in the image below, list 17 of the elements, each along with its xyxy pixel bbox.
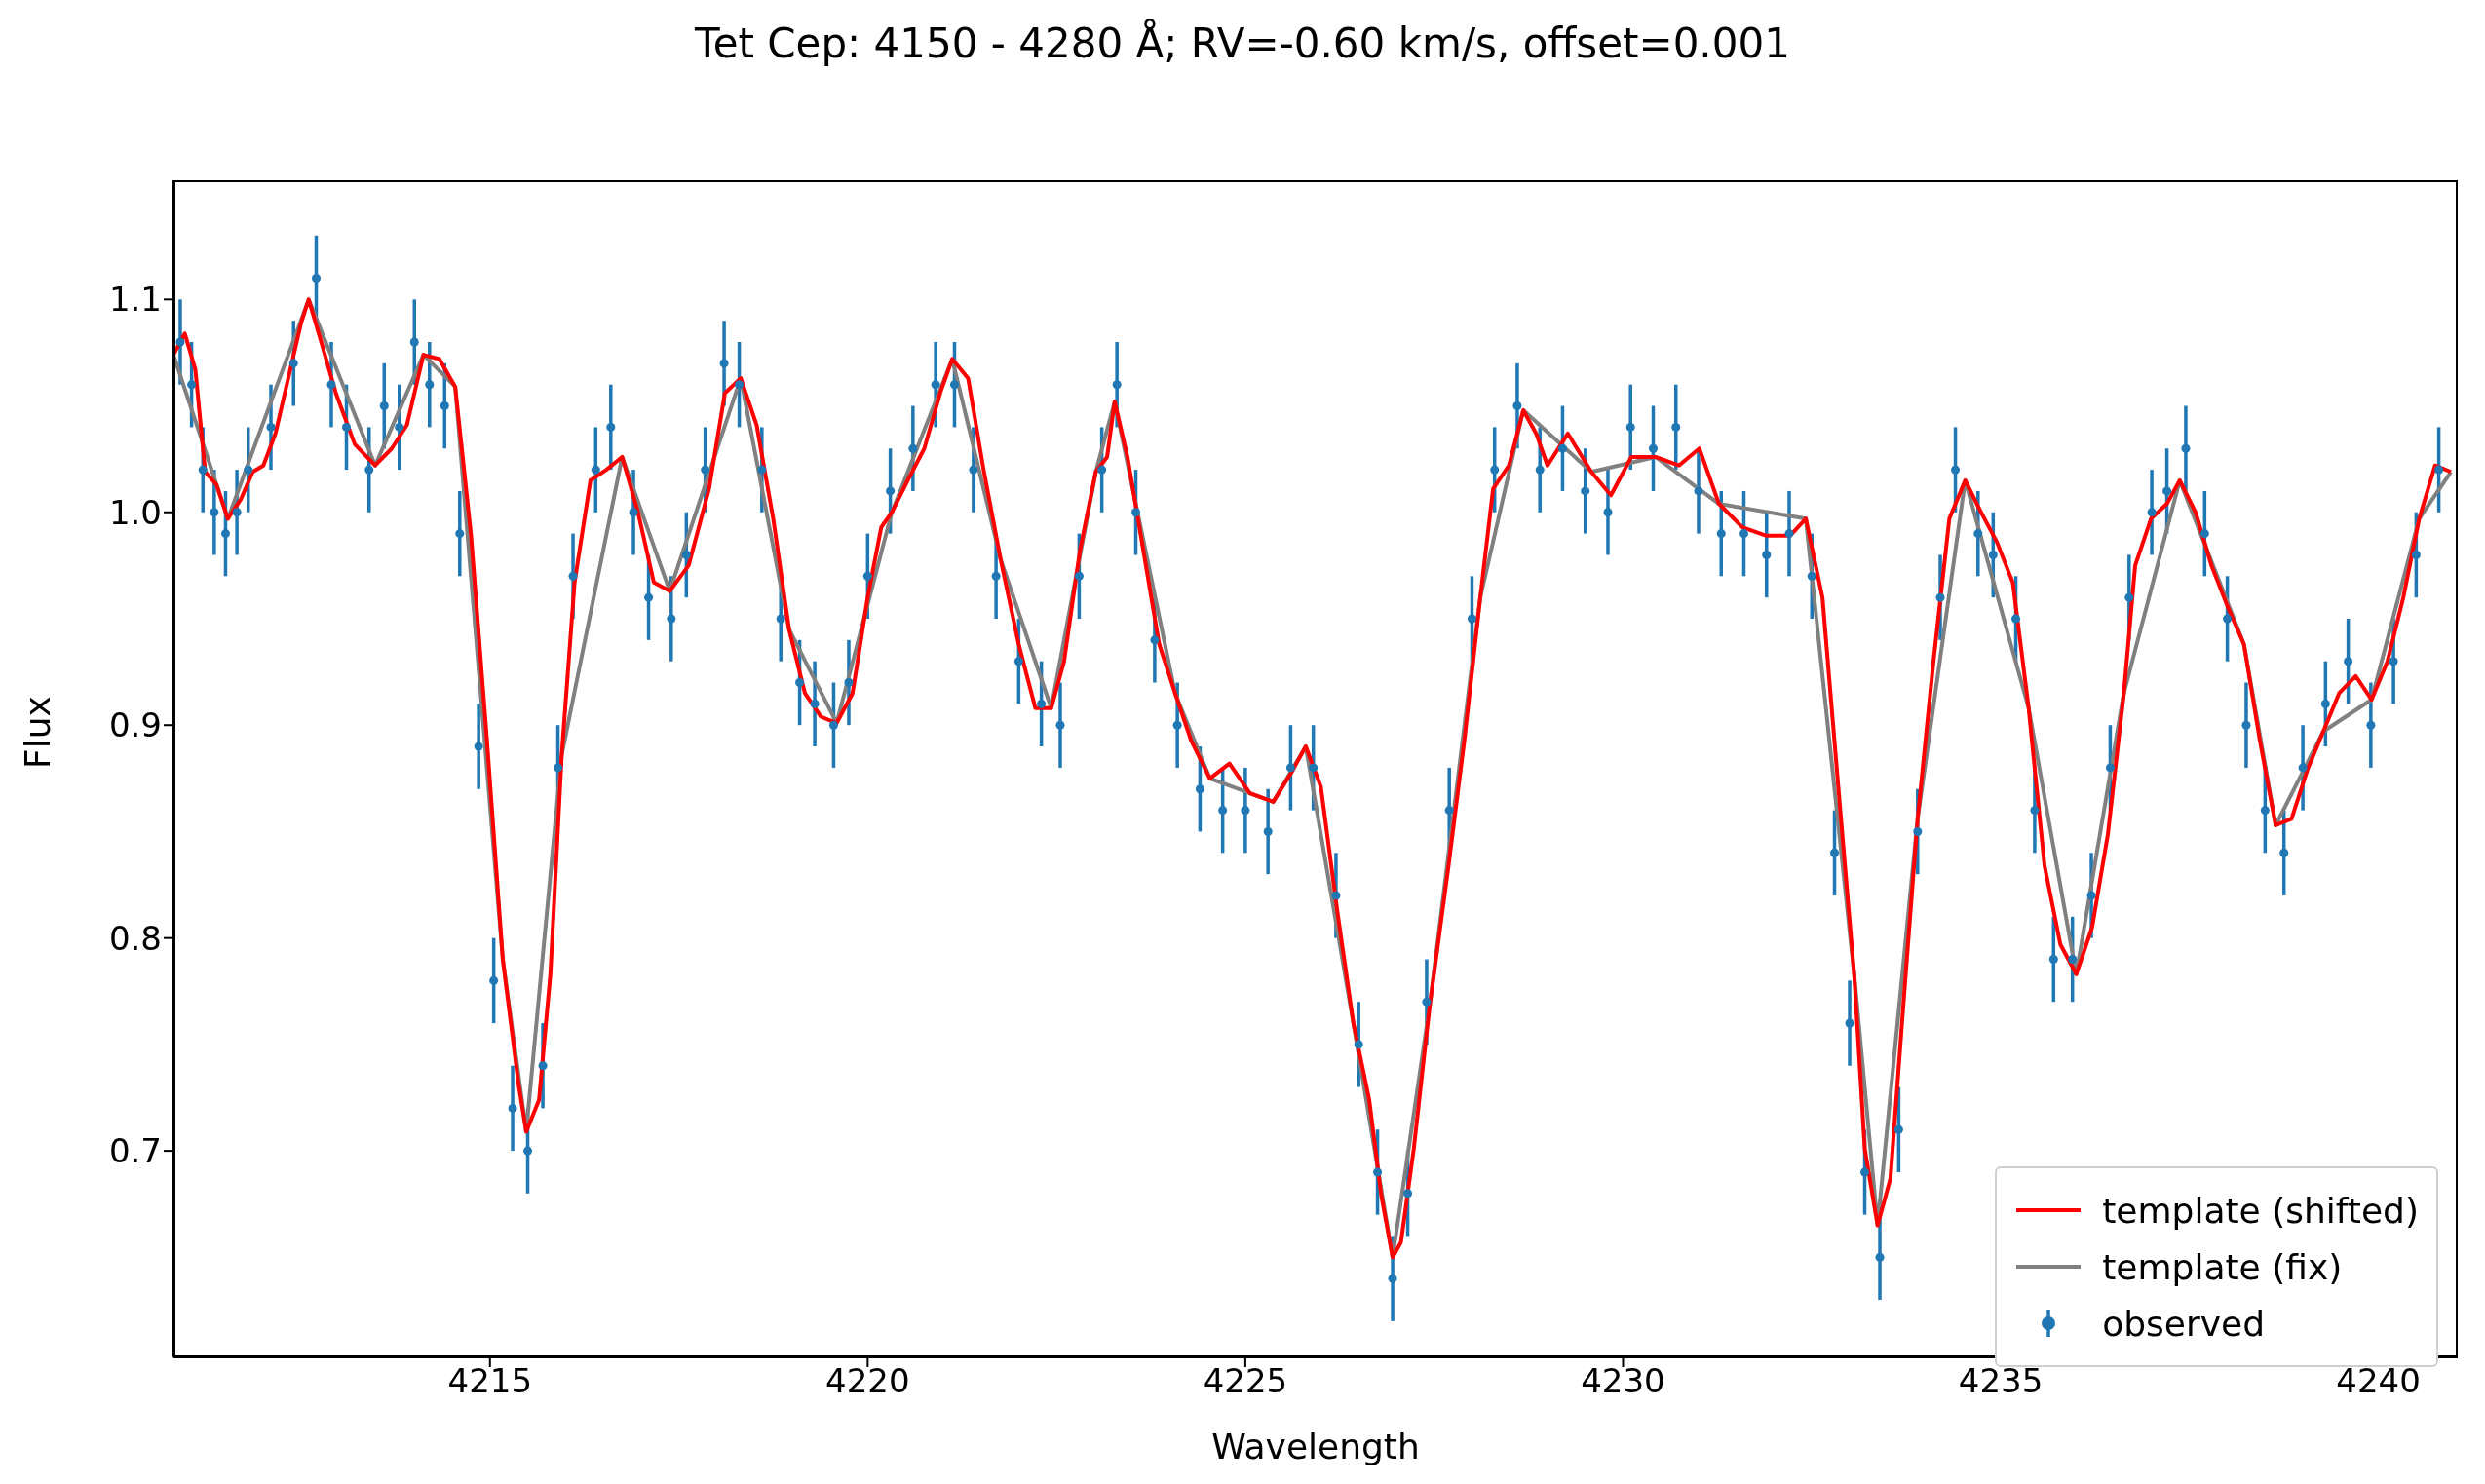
x-tick-label: 4240 <box>2336 1361 2421 1401</box>
chart-title: Tet Cep: 4150 - 4280 Å; RV=-0.60 km/s, offset=0.001 <box>694 19 1791 67</box>
y-axis-title: Flux <box>17 696 57 769</box>
y-tick-label: 0.7 <box>108 1131 162 1171</box>
legend-label: template (shifted) <box>2102 1190 2419 1231</box>
x-axis-title: Wavelength <box>1211 1427 1420 1466</box>
y-tick-label: 0.8 <box>108 918 162 958</box>
x-tick-label: 4225 <box>1203 1361 1288 1401</box>
y-tick-label: 1.0 <box>108 492 162 532</box>
y-tick-label: 0.9 <box>108 705 162 745</box>
legend-label: observed <box>2102 1303 2266 1344</box>
legend-label: template (fix) <box>2102 1246 2343 1287</box>
x-tick-label: 4235 <box>1958 1361 2044 1401</box>
x-tick-label: 4220 <box>825 1361 910 1401</box>
x-tick-label: 4215 <box>447 1361 533 1401</box>
x-tick-label: 4230 <box>1581 1361 1665 1401</box>
y-tick-label: 1.1 <box>108 280 162 320</box>
